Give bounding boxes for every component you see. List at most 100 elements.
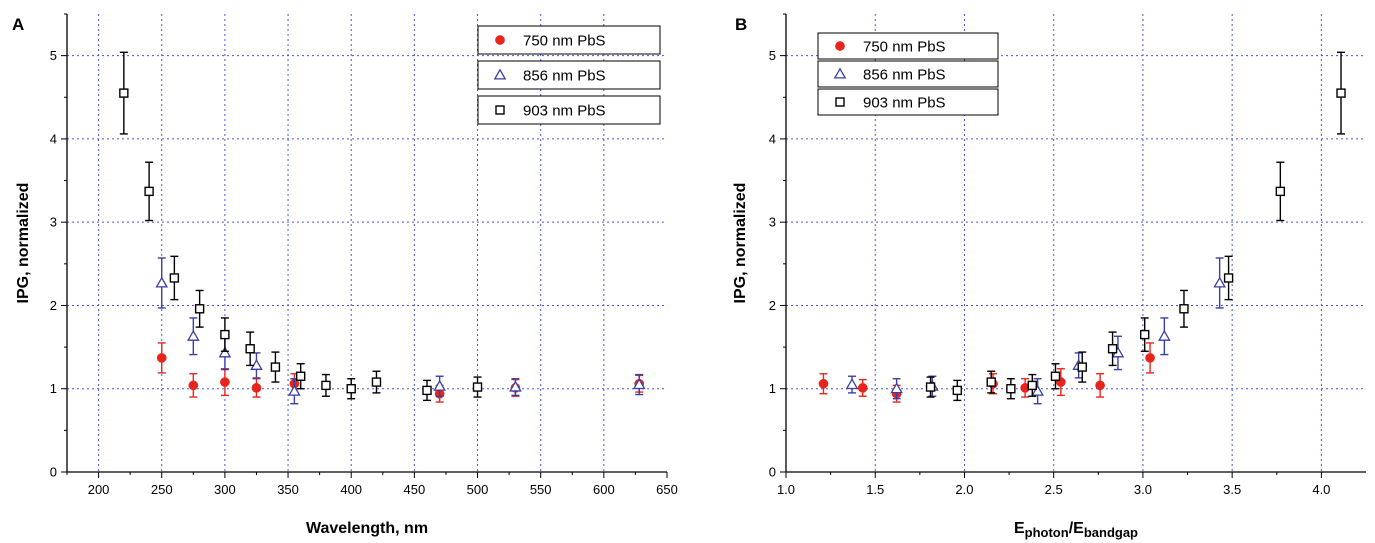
data-point (251, 383, 262, 393)
legend-label: 903 nm PbS (523, 103, 606, 120)
data-point (986, 377, 996, 387)
x-tick-label: 650 (656, 482, 678, 497)
y-tick-label: 0 (769, 465, 776, 480)
legend-label: 856 nm PbS (523, 68, 606, 85)
data-point (925, 382, 936, 392)
data-point (1050, 371, 1061, 381)
data-point (1107, 344, 1118, 354)
y-tick-label: 1 (50, 381, 57, 396)
y-tick-label: 2 (769, 298, 776, 313)
y-tick-label: 3 (50, 215, 57, 230)
legend-label: 903 nm PbS (863, 95, 946, 112)
data-point (1223, 273, 1234, 283)
legend-entry: 856 nm PbS (817, 60, 999, 88)
data-point (1140, 329, 1150, 340)
x-tick-label: 600 (593, 482, 615, 497)
panel-letter: A (12, 15, 24, 34)
legend-label: 750 nm PbS (863, 39, 946, 56)
data-point (194, 304, 205, 314)
x-axis-title-part: /E (1069, 520, 1084, 537)
data-point (1006, 384, 1016, 394)
data-point (1145, 353, 1155, 363)
data-point (818, 378, 829, 389)
legend-box (477, 95, 661, 125)
series-0 (156, 342, 645, 403)
data-point (1027, 380, 1037, 391)
data-point (1336, 88, 1346, 98)
x-tick-label: 200 (88, 482, 110, 497)
data-point (835, 97, 845, 107)
data-point (245, 344, 255, 354)
y-tick-label: 0 (50, 465, 57, 480)
data-point (845, 378, 859, 390)
x-tick-label: 2.5 (1045, 482, 1063, 497)
data-point (493, 68, 507, 80)
data-point (509, 380, 522, 392)
x-tick-label: 1.0 (777, 482, 795, 497)
data-point (371, 377, 382, 387)
legend-box (817, 88, 999, 116)
data-point (144, 186, 154, 197)
data-point (220, 329, 230, 340)
data-point (495, 35, 505, 45)
y-tick-label: 5 (769, 48, 776, 63)
x-axis-title: Ephoton/Ebandgap (1014, 520, 1138, 540)
legend-entry: 750 nm PbS (817, 32, 999, 60)
x-tick-label: 350 (277, 482, 299, 497)
data-point (155, 276, 169, 288)
data-point (495, 105, 505, 115)
x-tick-label: 500 (467, 482, 489, 497)
data-point (857, 383, 868, 393)
data-point (156, 353, 167, 363)
legend-label: 750 nm PbS (523, 33, 606, 50)
x-tick-label: 550 (530, 482, 552, 497)
data-point (295, 371, 306, 381)
x-tick-label: 3.5 (1223, 482, 1241, 497)
legend-entry: 903 nm PbS (817, 88, 999, 116)
data-point (1031, 384, 1044, 396)
series-1 (845, 257, 1226, 405)
legend-box (817, 32, 999, 60)
y-tick-label: 1 (769, 381, 776, 396)
data-point (632, 378, 646, 390)
x-tick-label: 3.0 (1134, 482, 1152, 497)
data-point (422, 385, 432, 396)
data-point (1179, 304, 1189, 314)
data-point (270, 362, 281, 372)
data-point (186, 329, 200, 341)
data-point (169, 273, 180, 283)
data-point (1095, 380, 1105, 391)
data-point (952, 385, 963, 396)
legend-box (817, 60, 999, 88)
y-tick-label: 4 (769, 131, 776, 146)
data-point (1275, 186, 1286, 197)
x-tick-label: 250 (151, 482, 173, 497)
series-2 (119, 51, 483, 402)
x-tick-label: 1.5 (866, 482, 884, 497)
data-point (835, 41, 845, 51)
data-point (1158, 329, 1171, 341)
x-axis-title-part: bandgap (1084, 525, 1138, 540)
panel-letter: B (735, 15, 747, 34)
legend-label: 856 nm PbS (863, 67, 946, 84)
legend-box (477, 25, 661, 55)
data-point (220, 377, 230, 387)
y-tick-label: 5 (50, 48, 57, 63)
x-tick-label: 400 (340, 482, 362, 497)
x-axis-title: Wavelength, nm (306, 520, 428, 537)
data-point (321, 380, 331, 391)
y-tick-label: 4 (50, 131, 57, 146)
x-tick-label: 2.0 (955, 482, 973, 497)
data-point (1213, 276, 1226, 288)
data-point (472, 382, 483, 392)
data-point (890, 382, 903, 394)
data-point (119, 88, 129, 98)
y-axis-title: IPG, normalized (15, 183, 32, 304)
data-point (1077, 362, 1087, 372)
x-tick-label: 300 (214, 482, 236, 497)
series-2 (925, 51, 1346, 402)
series-1 (155, 257, 646, 405)
data-point (346, 384, 356, 394)
series-0 (818, 342, 1155, 403)
x-axis-title-part: E (1014, 520, 1025, 537)
